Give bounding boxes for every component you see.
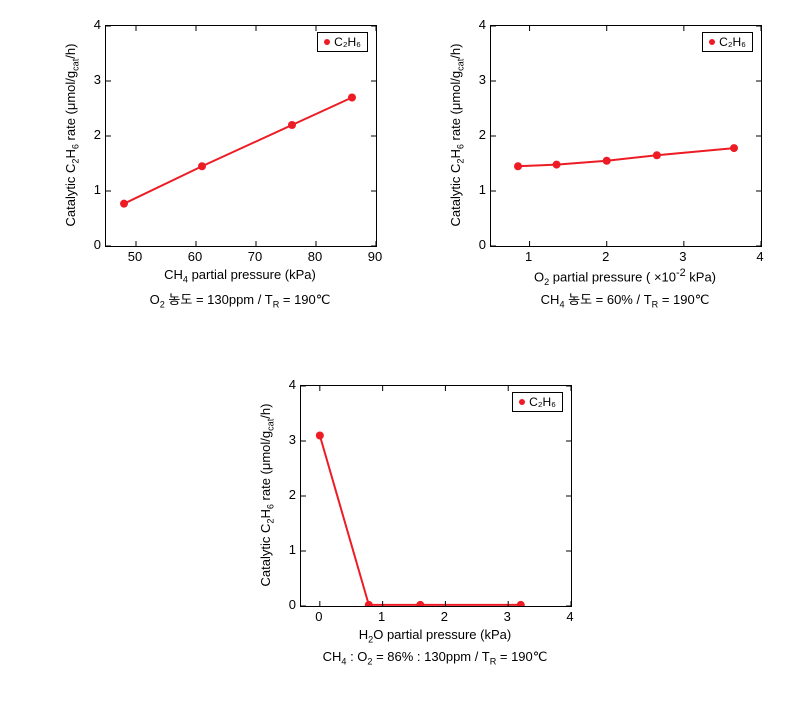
y-tick-label: 4 xyxy=(468,17,486,32)
chart-a-legend: C₂H₆ xyxy=(317,32,368,52)
chart-c-plot-area: C₂H₆ xyxy=(300,385,572,607)
y-tick-label: 3 xyxy=(83,72,101,87)
y-tick-label: 0 xyxy=(278,597,296,612)
chart-c-panel: C₂H₆ xyxy=(300,385,572,607)
x-tick-label: 1 xyxy=(519,249,539,264)
y-tick-label: 1 xyxy=(468,182,486,197)
y-tick-label: 3 xyxy=(468,72,486,87)
x-tick-label: 80 xyxy=(305,249,325,264)
legend-marker-icon xyxy=(709,39,715,45)
y-tick-label: 4 xyxy=(83,17,101,32)
x-tick-label: 60 xyxy=(185,249,205,264)
x-tick-label: 2 xyxy=(434,609,454,624)
x-tick-label: 2 xyxy=(596,249,616,264)
x-tick-label: 3 xyxy=(673,249,693,264)
y-tick-label: 1 xyxy=(83,182,101,197)
y-tick-label: 4 xyxy=(278,377,296,392)
y-tick-label: 0 xyxy=(468,237,486,252)
legend-label: C₂H₆ xyxy=(334,35,361,49)
x-axis-label: CH4 partial pressure (kPa) xyxy=(105,267,375,285)
y-axis-label: Catalytic C2H6 rate (μmol/gcat/h) xyxy=(63,25,81,245)
x-tick-label: 0 xyxy=(309,609,329,624)
chart-caption: CH4 농도 = 60% / TR = 190℃ xyxy=(470,289,780,310)
legend-marker-icon xyxy=(519,399,525,405)
chart-b-panel: C₂H₆ xyxy=(490,25,762,247)
chart-a-svg xyxy=(106,26,376,246)
chart-caption: CH4 : O2 = 86% : 130ppm / TR = 190℃ xyxy=(280,649,590,667)
chart-b-legend: C₂H₆ xyxy=(702,32,753,52)
x-tick-label: 3 xyxy=(497,609,517,624)
legend-label: C₂H₆ xyxy=(529,395,556,409)
y-tick-label: 0 xyxy=(83,237,101,252)
chart-b-plot-area: C₂H₆ xyxy=(490,25,762,247)
y-tick-label: 2 xyxy=(468,127,486,142)
x-tick-label: 1 xyxy=(372,609,392,624)
y-axis-label: Catalytic C2H6 rate (μmol/gcat/h) xyxy=(258,385,276,605)
x-tick-label: 50 xyxy=(125,249,145,264)
x-tick-label: 4 xyxy=(560,609,580,624)
x-axis-label: O2 partial pressure ( ×10-2 kPa) xyxy=(490,267,760,287)
x-tick-label: 70 xyxy=(245,249,265,264)
chart-a-panel: C₂H₆ xyxy=(105,25,377,247)
y-tick-label: 3 xyxy=(278,432,296,447)
y-tick-label: 2 xyxy=(278,487,296,502)
chart-caption: O2 농도 = 130ppm / TR = 190℃ xyxy=(85,289,395,310)
y-tick-label: 2 xyxy=(83,127,101,142)
legend-label: C₂H₆ xyxy=(719,35,746,49)
x-tick-label: 90 xyxy=(365,249,385,264)
y-axis-label: Catalytic C2H6 rate (μmol/gcat/h) xyxy=(448,25,466,245)
y-tick-label: 1 xyxy=(278,542,296,557)
legend-marker-icon xyxy=(324,39,330,45)
chart-c-legend: C₂H₆ xyxy=(512,392,563,412)
chart-c-svg xyxy=(301,386,571,606)
figure-container: C₂H₆ C₂H₆ C₂H₆ 50 60 70 80 90 0 1 2 3 4 CH4 partia… xyxy=(0,0,804,724)
chart-a-plot-area: C₂H₆ xyxy=(105,25,377,247)
x-tick-label: 4 xyxy=(750,249,770,264)
x-axis-label: H2O partial pressure (kPa) xyxy=(300,627,570,645)
chart-b-svg xyxy=(491,26,761,246)
